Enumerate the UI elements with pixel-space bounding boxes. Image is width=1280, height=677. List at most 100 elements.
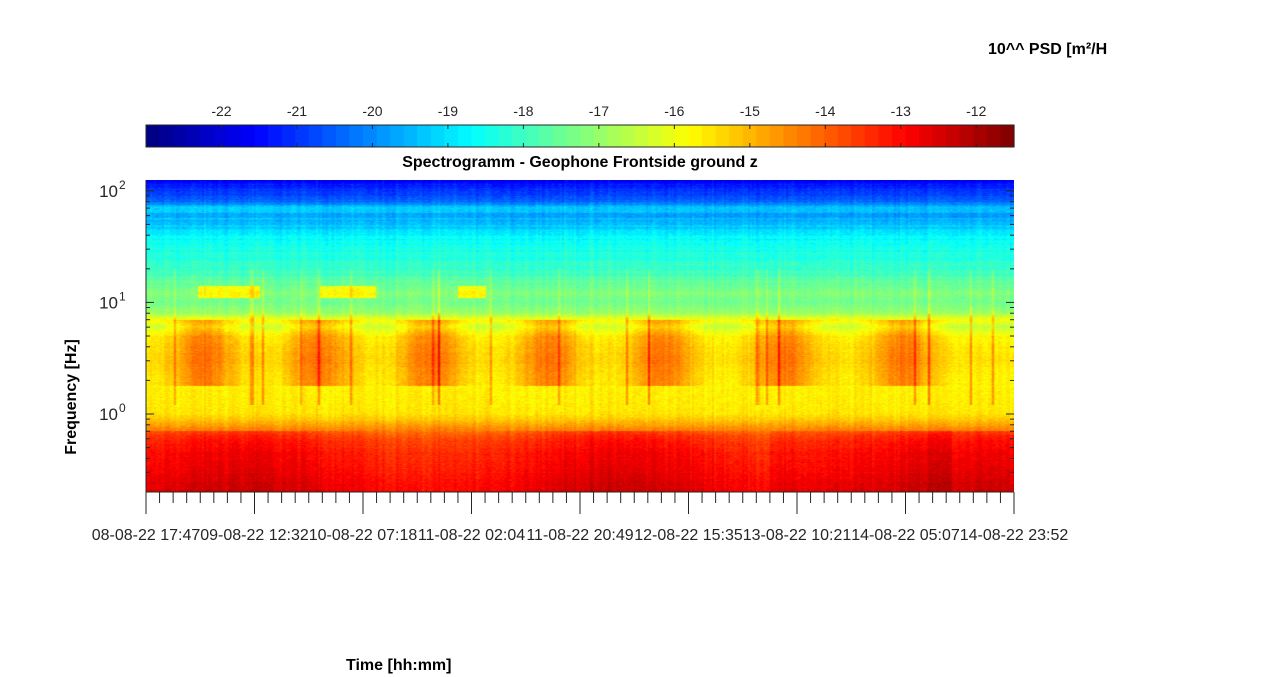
colorbar-swatch	[363, 125, 378, 147]
colorbar-swatch	[335, 125, 351, 147]
colorbar-swatch	[634, 125, 649, 147]
y-tick-label: 10	[99, 293, 118, 312]
colorbar-swatch	[878, 125, 893, 147]
colorbar-swatch	[810, 125, 825, 147]
colorbar-swatch	[390, 125, 405, 147]
x-tick-label: 14-08-22 23:52	[960, 527, 1069, 544]
colorbar-swatch	[227, 125, 242, 147]
colorbar-swatch	[661, 125, 676, 147]
colorbar-swatch	[674, 125, 690, 147]
colorbar-swatch	[891, 125, 907, 147]
x-tick-label: 10-08-22 07:18	[309, 527, 418, 544]
colorbar-swatch	[797, 125, 812, 147]
colorbar-swatch	[376, 125, 391, 147]
colorbar-swatch	[769, 125, 785, 147]
colorbar-swatch	[702, 125, 717, 147]
colorbar-tick-label: -13	[891, 103, 911, 119]
colorbar-tick-label: -14	[815, 103, 835, 119]
chart-title: Spectrogramm - Geophone Frontside ground…	[402, 154, 758, 171]
y-tick-label: 10	[99, 405, 118, 424]
x-tick-label: 13-08-22 10:21	[743, 527, 852, 544]
colorbar-swatch	[254, 125, 269, 147]
y-tick-exponent: 1	[119, 289, 126, 303]
x-tick-label: 11-08-22 02:04	[418, 527, 525, 544]
colorbar-tick-label: -17	[589, 103, 609, 119]
colorbar-label: 10^^ PSD [m²/H	[988, 41, 1108, 58]
colorbar-swatch	[729, 125, 744, 147]
colorbar-swatch	[946, 125, 961, 147]
colorbar-swatch	[444, 125, 459, 147]
colorbar-swatch	[240, 125, 256, 147]
colorbar-swatch	[566, 125, 581, 147]
colorbar-swatch	[851, 125, 866, 147]
colorbar-swatch	[539, 125, 554, 147]
colorbar-swatch	[552, 125, 568, 147]
x-axis-label: Time [hh:mm]	[346, 657, 452, 674]
colorbar-swatch	[715, 125, 730, 147]
colorbar-swatch	[173, 125, 188, 147]
colorbar-tick-label: -16	[664, 103, 684, 119]
colorbar-tick-label: -12	[966, 103, 986, 119]
colorbar-swatch	[837, 125, 852, 147]
colorbar-swatch	[607, 125, 622, 147]
colorbar-tick-label: -18	[513, 103, 533, 119]
colorbar-frame	[145, 124, 1015, 148]
spectrogram-plot-area	[146, 180, 1014, 492]
colorbar-swatch	[932, 125, 947, 147]
colorbar-swatch	[186, 125, 201, 147]
colorbar-tick-label: -19	[438, 103, 458, 119]
colorbar-swatch	[159, 125, 174, 147]
colorbar-swatch	[322, 125, 337, 147]
x-tick-label: 11-08-22 20:49	[526, 527, 633, 544]
y-tick-exponent: 2	[119, 178, 126, 192]
colorbar-swatch	[308, 125, 323, 147]
colorbar-swatch	[200, 125, 215, 147]
colorbar-swatch	[864, 125, 879, 147]
colorbar-swatch	[146, 125, 161, 147]
x-tick-label: 08-08-22 17:47	[92, 527, 201, 544]
colorbar-swatch	[593, 125, 608, 147]
colorbar-swatch	[580, 125, 595, 147]
colorbar-swatch	[824, 125, 839, 147]
colorbar-swatch	[430, 125, 445, 147]
colorbar-swatch	[498, 125, 513, 147]
colorbar-swatch	[525, 125, 540, 147]
colorbar-swatch	[471, 125, 486, 147]
x-tick-label: 09-08-22 12:32	[200, 527, 309, 544]
colorbar-tick-label: -20	[362, 103, 382, 119]
colorbar-swatch	[959, 125, 974, 147]
colorbar-swatch	[742, 125, 757, 147]
colorbar-swatch	[1000, 125, 1015, 147]
colorbar-swatch	[986, 125, 1002, 147]
colorbar: -22 -21 -20 -19 -18 -17 -16 -15 -14 -13 -12	[145, 103, 1015, 148]
colorbar-tick-label: -22	[211, 103, 231, 119]
colorbar-swatch	[688, 125, 703, 147]
colorbar-swatch	[485, 125, 500, 147]
colorbar-swatch	[281, 125, 296, 147]
colorbar-swatch	[403, 125, 418, 147]
x-tick-label: 14-08-22 05:07	[851, 527, 960, 544]
colorbar-swatch	[512, 125, 527, 147]
colorbar-swatch	[620, 125, 635, 147]
y-tick-label: 10	[99, 182, 118, 201]
colorbar-swatch	[919, 125, 934, 147]
colorbar-swatch	[268, 125, 283, 147]
colorbar-swatch	[973, 125, 988, 147]
colorbar-swatch	[457, 125, 473, 147]
spectrogram-heatmap	[146, 180, 1014, 492]
x-tick-label: 12-08-22 15:35	[634, 527, 743, 544]
colorbar-swatch	[295, 125, 310, 147]
colorbar-tick-label: -21	[287, 103, 307, 119]
colorbar-swatch	[783, 125, 798, 147]
colorbar-swatch	[905, 125, 920, 147]
colorbar-tick-label: -15	[740, 103, 760, 119]
colorbar-swatch	[756, 125, 771, 147]
colorbar-swatch	[417, 125, 432, 147]
colorbar-swatch	[647, 125, 662, 147]
colorbar-swatch	[213, 125, 228, 147]
y-tick-exponent: 0	[119, 401, 126, 415]
colorbar-swatch	[349, 125, 364, 147]
